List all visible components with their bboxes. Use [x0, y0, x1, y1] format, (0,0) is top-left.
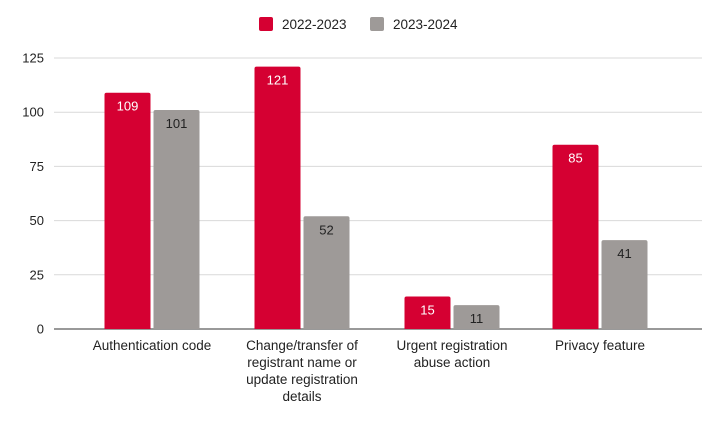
data-label: 85	[568, 151, 582, 166]
data-label: 15	[420, 302, 434, 317]
bars	[104, 66, 648, 329]
x-category-label-line: abuse action	[414, 355, 491, 370]
bar	[153, 110, 200, 329]
bar	[254, 66, 301, 329]
x-category-label-line: registrant name or	[247, 355, 357, 370]
bar	[404, 296, 451, 329]
data-label: 101	[166, 116, 188, 131]
y-tick-label: 75	[30, 159, 44, 174]
y-tick-label: 0	[37, 322, 44, 337]
x-category-label-line: Privacy feature	[555, 338, 645, 353]
data-labels: 109 121 15 85 101 52 11 41	[117, 73, 632, 326]
x-category-label-line: update registration	[246, 372, 358, 387]
x-category-label: Change/transfer of registrant name or upda…	[246, 338, 358, 404]
bar	[601, 240, 648, 329]
x-category-label: Urgent registration abuse action	[396, 338, 507, 370]
legend-swatch	[370, 17, 384, 31]
x-category-label-line: Change/transfer of	[246, 338, 358, 353]
legend: 2022-2023 2023-2024	[259, 17, 458, 32]
x-category-label: Authentication code	[93, 338, 212, 353]
y-tick-label: 100	[22, 105, 44, 120]
y-tick-label: 50	[30, 213, 44, 228]
bar	[104, 92, 151, 329]
y-tick-label: 25	[30, 267, 44, 282]
data-label: 41	[617, 246, 631, 261]
x-category-label-line: Authentication code	[93, 338, 212, 353]
data-label: 121	[267, 73, 289, 88]
bar	[552, 144, 599, 329]
legend-label: 2022-2023	[282, 17, 347, 32]
y-axis-ticks: 0 25 50 75 100 125	[22, 51, 44, 337]
y-tick-label: 125	[22, 51, 44, 66]
data-label: 52	[319, 222, 333, 237]
data-label: 11	[470, 311, 484, 326]
data-label: 109	[117, 99, 139, 114]
bar	[453, 305, 500, 329]
x-category-label-line: details	[282, 389, 321, 404]
bar	[303, 216, 350, 329]
legend-label: 2023-2024	[393, 17, 458, 32]
x-category-label-line: Urgent registration	[396, 338, 507, 353]
x-category-label: Privacy feature	[555, 338, 645, 353]
x-axis-categories: Authentication code Change/transfer of reg…	[93, 338, 645, 404]
legend-swatch	[259, 17, 273, 31]
